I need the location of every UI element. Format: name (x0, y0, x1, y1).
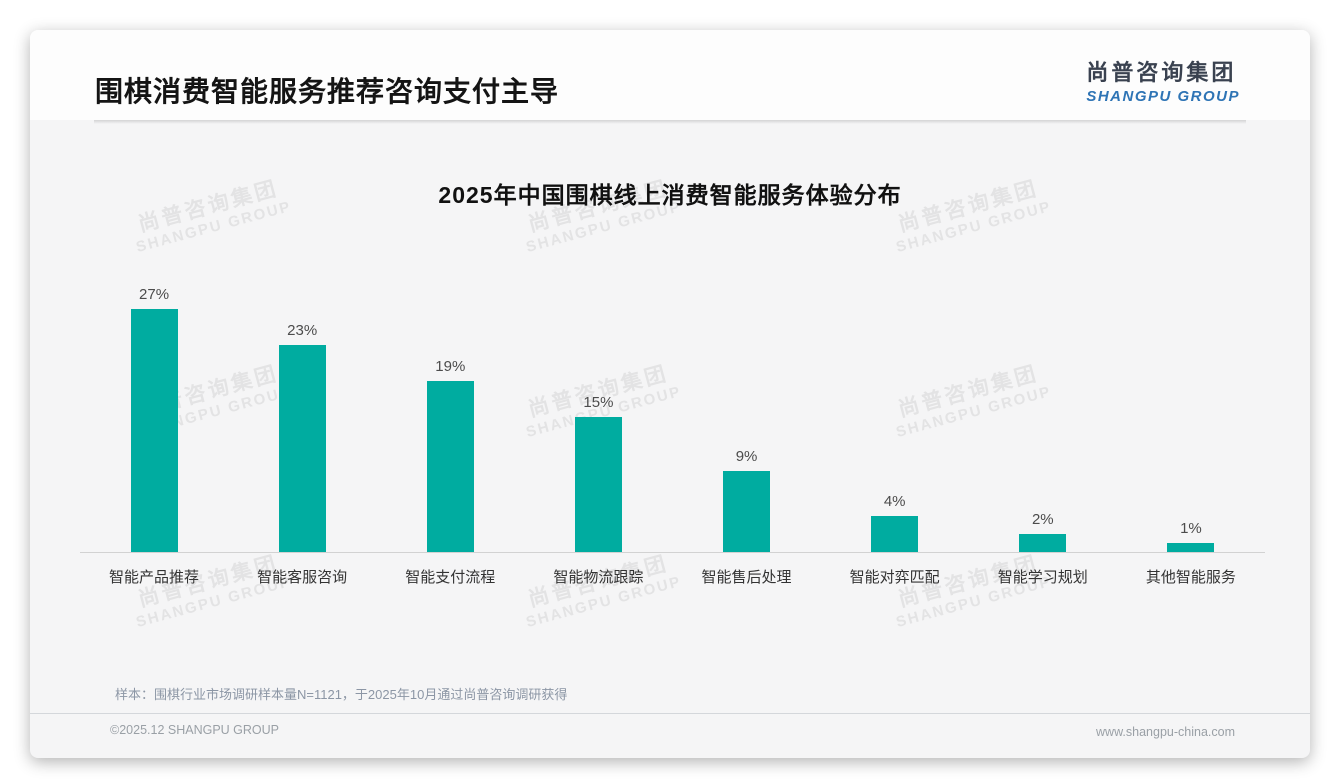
watermark: 尚普咨询集团 SHANGPU GROUP (887, 545, 1053, 631)
sample-note: 样本：围棋行业市场调研样本量N=1121，于2025年10月通过尚普咨询调研获得 (115, 687, 568, 702)
category-label: 智能物流跟踪 (553, 569, 644, 586)
bar-value-label: 27% (139, 286, 170, 303)
bar-value-label: 1% (1180, 520, 1202, 537)
chart-title: 2025年中国围棋线上消费智能服务体验分布 (438, 182, 902, 208)
bar (1167, 543, 1215, 552)
bar-value-label: 2% (1031, 511, 1054, 528)
bar (130, 309, 178, 552)
bar-value-label: 15% (583, 394, 614, 411)
logo-chinese-text: 尚普咨询集团 (1086, 60, 1237, 85)
category-axis-labels: 智能产品推荐 智能客服咨询 智能支付流程 智能物流跟踪 智能售后处理 智能对弈匹配 智能学习… (80, 566, 1265, 587)
header-band: 围棋消费智能服务推荐咨询支付主导 尚普咨询集团 SHANGPU GROUP (30, 30, 1310, 120)
bar-value-label: 4% (883, 493, 906, 510)
footer-divider (30, 713, 1310, 714)
category-label: 其他智能服务 (1145, 569, 1236, 586)
bar (871, 516, 919, 552)
bar (426, 381, 474, 552)
category-label: 智能售后处理 (701, 569, 792, 586)
page-title: 围棋消费智能服务推荐咨询支付主导 (95, 76, 560, 107)
bar-value-label: 19% (435, 358, 466, 375)
bar-value-label: 9% (735, 448, 758, 465)
bar (1019, 534, 1067, 552)
bar-chart: 27% 23% 19% 15% 9% 4% 2% 1% (80, 252, 1265, 552)
bar-value-label: 23% (287, 322, 318, 339)
footer-website: www.shangpu-china.com (1096, 725, 1235, 739)
x-axis-line (80, 552, 1265, 553)
footer-copyright: ©2025.12 SHANGPU GROUP (110, 723, 279, 737)
bar-slot: 9% (673, 448, 821, 552)
category-label: 智能对弈匹配 (849, 569, 940, 586)
bar-slot: 15% (524, 394, 672, 552)
header-divider (94, 120, 1246, 124)
watermark: 尚普咨询集团 SHANGPU GROUP (127, 545, 293, 631)
bar (723, 471, 771, 552)
bar-slot: 19% (376, 358, 524, 552)
bar-slot: 4% (821, 493, 969, 552)
report-card: 围棋消费智能服务推荐咨询支付主导 尚普咨询集团 SHANGPU GROUP 尚普… (30, 30, 1310, 758)
watermark: 尚普咨询集团 SHANGPU GROUP (517, 545, 683, 631)
logo-english-text: SHANGPU GROUP (1086, 88, 1240, 105)
bar-slot: 1% (1117, 520, 1265, 552)
bar (278, 345, 326, 552)
bar-slot: 23% (228, 322, 376, 552)
category-label: 智能产品推荐 (109, 569, 200, 586)
category-label: 智能客服咨询 (257, 569, 348, 586)
bar-slot: 2% (969, 511, 1117, 552)
category-label: 智能支付流程 (405, 569, 496, 586)
category-label: 智能学习规划 (997, 569, 1088, 586)
bar-slot: 27% (80, 286, 228, 552)
bar (574, 417, 622, 552)
company-logo: 尚普咨询集团 SHANGPU GROUP (1086, 55, 1240, 105)
